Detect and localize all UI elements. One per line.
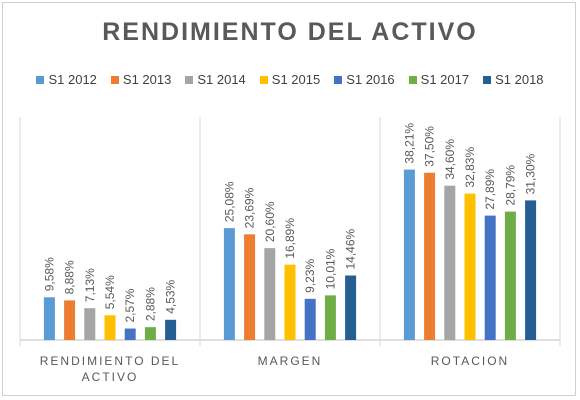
bar — [84, 308, 96, 340]
legend-label: S1 2013 — [122, 72, 172, 87]
legend-label: S1 2016 — [346, 72, 395, 87]
bar — [223, 228, 235, 340]
x-tick-label: MARGEN — [258, 354, 323, 368]
bar — [424, 172, 436, 340]
bar — [464, 193, 476, 340]
data-label: 14,46% — [344, 228, 358, 269]
legend-label: S1 2015 — [271, 72, 321, 87]
bar — [264, 248, 276, 340]
bar — [244, 234, 256, 340]
data-label: 16,89% — [283, 218, 297, 259]
legend-item: S1 2016 — [334, 72, 395, 87]
bar — [484, 215, 496, 340]
bar — [525, 200, 537, 340]
data-label: 5,54% — [103, 275, 117, 309]
x-tick-label: RENDIMIENTO DEL — [40, 354, 180, 368]
legend-item: S1 2012 — [36, 72, 97, 87]
x-tick-label: ACTIVO — [82, 370, 139, 384]
bar — [284, 264, 296, 340]
legend-item: S1 2015 — [259, 72, 321, 87]
legend-swatch — [185, 75, 194, 84]
bar — [504, 211, 516, 340]
legend-swatch — [110, 75, 119, 84]
data-label: 8,88% — [63, 260, 77, 294]
data-label: 28,79% — [503, 165, 517, 206]
data-label: 37,50% — [423, 126, 437, 167]
legend-label: S1 2014 — [197, 72, 246, 87]
data-label: 20,60% — [263, 201, 277, 242]
legend-item: S1 2013 — [110, 72, 172, 87]
bar — [403, 169, 415, 340]
bar — [144, 327, 156, 340]
bar — [444, 185, 456, 340]
bar — [104, 315, 116, 340]
data-label: 7,13% — [83, 268, 97, 302]
legend-swatch — [259, 75, 268, 84]
data-label: 10,01% — [323, 248, 337, 289]
bar — [345, 275, 357, 340]
legend-swatch — [334, 75, 343, 84]
legend-label: S1 2018 — [495, 72, 544, 87]
data-label: 38,21% — [402, 123, 416, 164]
data-label: 2,88% — [143, 287, 157, 321]
bar — [64, 300, 76, 340]
legend-swatch — [483, 75, 492, 84]
legend: S1 2012 S1 2013 S1 2014 S1 2015 S1 2016 S1 20… — [0, 72, 580, 87]
data-label: 25,08% — [222, 181, 236, 222]
legend-swatch — [408, 75, 417, 84]
data-label: 23,69% — [243, 187, 257, 228]
bar — [165, 319, 177, 340]
legend-item: S1 2017 — [408, 72, 470, 87]
legend-label: S1 2017 — [420, 72, 470, 87]
bar — [324, 295, 336, 340]
data-label: 34,60% — [443, 139, 457, 180]
data-label: 32,83% — [463, 147, 477, 188]
chart-title: RENDIMIENTO DEL ACTIVO — [102, 18, 478, 46]
data-label: 31,30% — [524, 153, 538, 194]
bar — [124, 328, 136, 340]
legend-item: S1 2014 — [185, 72, 246, 87]
bar — [43, 297, 55, 340]
bar — [304, 298, 316, 340]
data-label: 9,23% — [303, 258, 317, 292]
data-label: 2,57% — [123, 288, 137, 322]
data-label: 27,89% — [483, 169, 497, 210]
data-label: 4,53% — [164, 279, 178, 313]
data-label: 9,58% — [42, 257, 56, 291]
legend-swatch — [36, 75, 45, 84]
x-tick-label: ROTACION — [431, 354, 509, 368]
legend-item: S1 2018 — [483, 72, 544, 87]
legend-label: S1 2012 — [48, 72, 97, 87]
